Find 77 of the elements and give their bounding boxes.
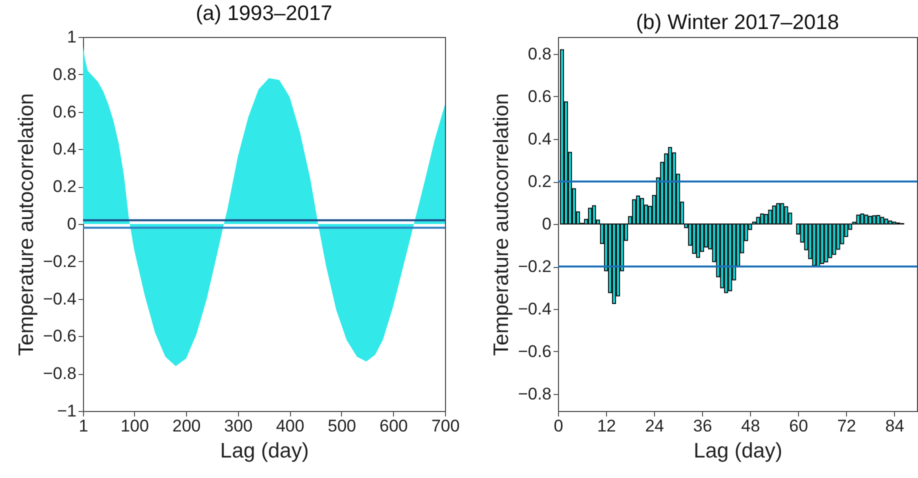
y-tick-label: −0.6 [518,342,552,361]
bar [888,220,892,224]
y-tick-label: 0.2 [52,177,76,196]
bar [868,216,872,224]
bar [832,224,836,255]
y-tick-label: −0.2 [42,252,76,271]
y-tick-label: 0 [542,214,552,234]
bar [820,224,824,264]
x-tick-label: 36 [693,416,712,436]
bar [864,214,868,224]
bar [592,205,596,224]
y-tick-label: 0.4 [528,130,552,148]
chart-title: (b) Winter 2017–2018 [636,11,840,34]
x-tick-label: 500 [328,416,356,436]
bar [812,224,816,266]
bar [640,198,644,224]
x-tick-label: 300 [224,416,253,436]
bar [876,215,880,224]
bar [612,224,616,304]
bar [772,205,776,224]
x-tick-label: 1 [78,416,88,436]
bar [884,218,888,224]
bar [768,210,772,224]
x-tick-label: 24 [645,416,664,436]
x-axis-title: Lag (day) [694,440,782,462]
bar [860,214,864,224]
bar [728,224,732,292]
y-tick-label: 1 [67,28,76,46]
y-tick-label: −0.8 [42,364,76,384]
bar [872,215,876,224]
x-tick-label: 12 [597,416,616,436]
bar [780,203,784,224]
x-tick-label: 60 [789,416,808,436]
y-tick-label: 0 [67,214,76,234]
x-tick-label: 600 [380,416,408,436]
x-tick-label: 0 [554,416,564,436]
y-tick-label: 0.2 [528,172,552,191]
y-tick-label: 0.8 [528,44,552,64]
x-tick-label: 400 [276,416,304,436]
y-tick-label: −1 [57,402,76,420]
bar [856,214,860,224]
bar [692,224,696,254]
y-axis-title: Temperature autocorrelation [14,93,38,356]
bar [776,203,780,224]
bar [756,216,760,224]
bar [828,224,832,258]
bar [880,216,884,224]
y-tick-label: −0.6 [42,326,76,346]
y-tick-label: −0.2 [518,257,552,276]
y-tick-label: −0.8 [518,384,552,404]
bar [816,224,820,267]
bar [696,224,700,258]
bar [760,214,764,224]
bar [636,195,640,224]
x-tick-label: 700 [431,416,460,436]
bar [668,147,672,224]
bar [784,206,788,224]
chart-title: (a) 1993–2017 [196,2,332,25]
y-tick-label: −0.4 [42,289,76,308]
y-tick-label: 0.8 [52,64,76,84]
bar [560,49,564,224]
bar [724,224,728,294]
y-tick-label: −0.4 [518,300,552,318]
x-axis-title: Lag (day) [220,440,309,462]
bar [632,199,636,224]
x-tick-label: 200 [172,416,201,436]
bar [764,214,768,224]
x-tick-label: 48 [741,416,760,436]
y-tick-label: 0.4 [52,140,76,159]
x-tick-label: 72 [837,416,856,436]
bar [824,224,828,262]
x-tick-label: 100 [120,416,149,436]
bar [588,208,592,224]
y-tick-label: 0.6 [528,87,552,106]
y-axis-title: Temperature autocorrelation [490,93,513,356]
x-tick-label: 84 [885,416,904,436]
y-tick-label: 0.6 [52,102,76,122]
